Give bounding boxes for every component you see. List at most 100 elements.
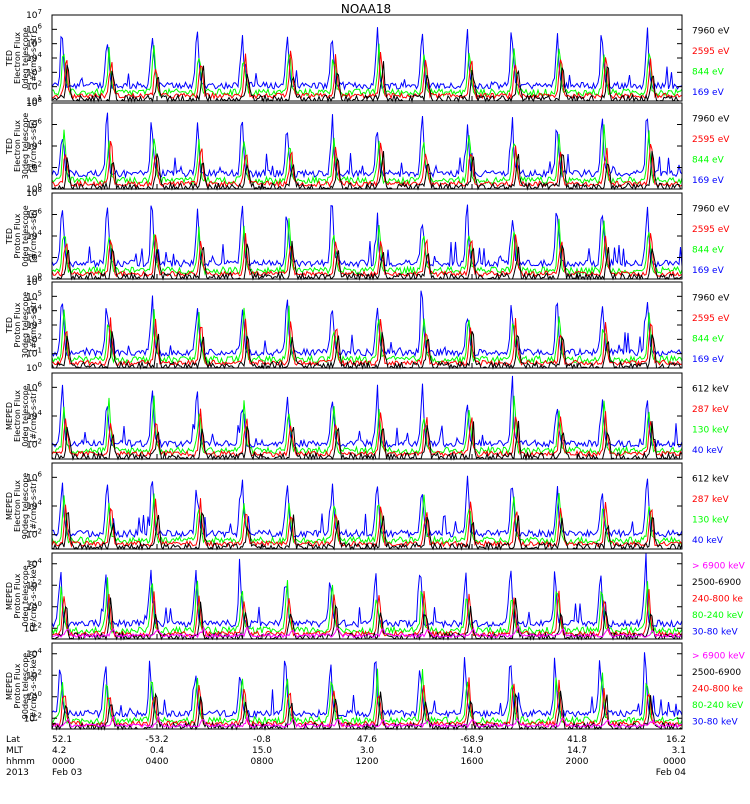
series-169-ev-line xyxy=(51,27,683,91)
panel-ylabel: MEPED xyxy=(5,402,14,430)
panel-ylabel: 0deg telescope xyxy=(21,205,30,266)
legend-entry: 130 keV xyxy=(692,515,729,525)
series-169-ev-line xyxy=(51,112,683,179)
panel-ylabel: TED xyxy=(5,228,14,245)
ytick-label: 104 xyxy=(26,499,42,512)
legend-entry: 2595 eV xyxy=(692,135,730,145)
xaxis-lat-label: 41.8 xyxy=(567,735,587,745)
panel-2: 100 102 104 106 108 TED Electron Flux 30deg tel… xyxy=(5,96,730,195)
ytick-label: 104 xyxy=(26,229,42,242)
ytick-label: 10-2 xyxy=(24,711,42,724)
legend-entry: 287 keV xyxy=(692,495,729,505)
panel-ylabel: MEPED xyxy=(5,672,14,700)
panel-ylabel: 0deg telescope xyxy=(21,385,30,446)
series-844-ev-line xyxy=(51,43,683,98)
panel-ylabel: 90deg telescope xyxy=(21,473,30,540)
ytick-label: 100 xyxy=(26,690,42,703)
panel-ylabel: Electron Flux xyxy=(13,120,22,172)
legend-entry: 2500-6900 xyxy=(692,578,741,588)
ytick-label: 102 xyxy=(26,251,42,264)
ytick-label: 104 xyxy=(26,304,42,317)
legend-entry: 287 keV xyxy=(692,405,729,415)
legend-entry: 844 eV xyxy=(692,245,725,255)
xaxis-lat-label: 52.1 xyxy=(52,735,72,745)
legend-entry: 2595 eV xyxy=(692,225,730,235)
xaxis-mlt-label: 3.0 xyxy=(360,746,375,756)
legend-entry: 844 eV xyxy=(692,155,725,165)
ytick-label: 104 xyxy=(26,647,42,660)
ytick-label: 103 xyxy=(26,65,42,78)
legend-entry: 612 keV xyxy=(692,474,729,484)
xaxis-hhmm-label: 1600 xyxy=(461,757,484,767)
legend-entry: 7960 eV xyxy=(692,293,730,303)
legend-entry: 130 keV xyxy=(692,425,729,435)
legend-entry: 612 keV xyxy=(692,384,729,394)
ytick-label: 106 xyxy=(26,22,42,35)
ytick-label: 102 xyxy=(26,528,42,541)
panel-ylabel: [#/cm2-s-str] xyxy=(29,119,38,172)
legend-entry: 80-240 keV xyxy=(692,611,744,621)
xaxis-lat-label: 47.6 xyxy=(357,735,377,745)
series-169-ev-line xyxy=(51,204,683,269)
panel-6: 102 104 106 MEPED Electron Flux 90deg telesco… xyxy=(5,462,729,551)
panel-ylabel: [#/cm2-s-str] xyxy=(29,479,38,532)
xaxis-hhmm-label: 0000 xyxy=(52,757,75,767)
xaxis-date-label: Feb 04 xyxy=(656,768,687,778)
xaxis-row-label: MLT xyxy=(6,746,24,756)
panel-ylabel: 0deg telescope xyxy=(21,27,30,88)
panel-ylabel: [#/cm2-s-str] xyxy=(29,31,38,84)
ytick-label: 104 xyxy=(26,51,42,64)
panel-ylabel: [#/cm2-s-str] xyxy=(29,389,38,442)
ytick-label: 10-2 xyxy=(24,621,42,634)
xaxis-hhmm-label: 0000 xyxy=(663,757,686,767)
legend-entry: > 6900 keV xyxy=(692,561,746,571)
ytick-label: 105 xyxy=(26,37,42,50)
ytick-label: 102 xyxy=(26,668,42,681)
panel-ylabel: MEPED xyxy=(5,582,14,610)
ytick-label: 100 xyxy=(26,361,42,374)
series-80-240-kev-line xyxy=(51,577,683,636)
panel-ylabel: 90deg telescope xyxy=(21,653,30,720)
xaxis-lat-label: -0.8 xyxy=(253,735,271,745)
series-844-ev-line xyxy=(51,218,683,276)
panel-frame xyxy=(51,102,683,190)
xaxis-mlt-label: 4.2 xyxy=(52,746,66,756)
ytick-label: 104 xyxy=(26,557,42,570)
ytick-label: 106 xyxy=(26,275,42,288)
ytick-label: 104 xyxy=(26,139,42,152)
ytick-label: 106 xyxy=(26,470,42,483)
ytick-label: 100 xyxy=(26,182,42,195)
panel-ylabel: [#/cm2-s-str-keV] xyxy=(29,651,38,722)
legend-entry: 169 eV xyxy=(692,176,725,186)
legend-entry: 844 eV xyxy=(692,67,725,77)
xaxis-lat-label: -53.2 xyxy=(145,735,168,745)
series-130-kev-line xyxy=(51,492,683,546)
legend-entry: 169 eV xyxy=(692,266,725,276)
legend-entry: > 6900 keV xyxy=(692,651,746,661)
xaxis-hhmm-label: 2000 xyxy=(566,757,589,767)
panel-ylabel: [#/cm2-s-str] xyxy=(29,209,38,262)
ytick-label: 101 xyxy=(26,94,42,107)
legend-entry: 2595 eV xyxy=(692,314,730,324)
xaxis-row-label: 2013 xyxy=(6,768,29,778)
panel-ylabel: TED xyxy=(5,317,14,334)
legend-entry: 240-800 ke xyxy=(692,594,743,604)
panel-7: 10-2 100 102 104 MEPED Proton Flux 0deg telesc… xyxy=(5,552,746,641)
xaxis-mlt-label: 15.0 xyxy=(252,746,272,756)
xaxis-hhmm-label: 0800 xyxy=(251,757,274,767)
ytick-label: 102 xyxy=(26,438,42,451)
series-40-kev-line xyxy=(51,475,683,539)
xaxis-mlt-label: 14.7 xyxy=(567,746,587,756)
xaxis-lat-label: 16.2 xyxy=(666,735,686,745)
xaxis-mlt-label: 14.0 xyxy=(462,746,482,756)
legend-entry: 7960 eV xyxy=(692,114,730,124)
panel-ylabel: 30deg telescope xyxy=(21,113,30,180)
series-844-ev-line xyxy=(51,305,683,365)
panel-ylabel: [#/cm2-s-str-keV] xyxy=(29,561,38,632)
panel-ylabel: Electron Flux xyxy=(13,390,22,442)
series-169-ev-line xyxy=(51,290,683,358)
